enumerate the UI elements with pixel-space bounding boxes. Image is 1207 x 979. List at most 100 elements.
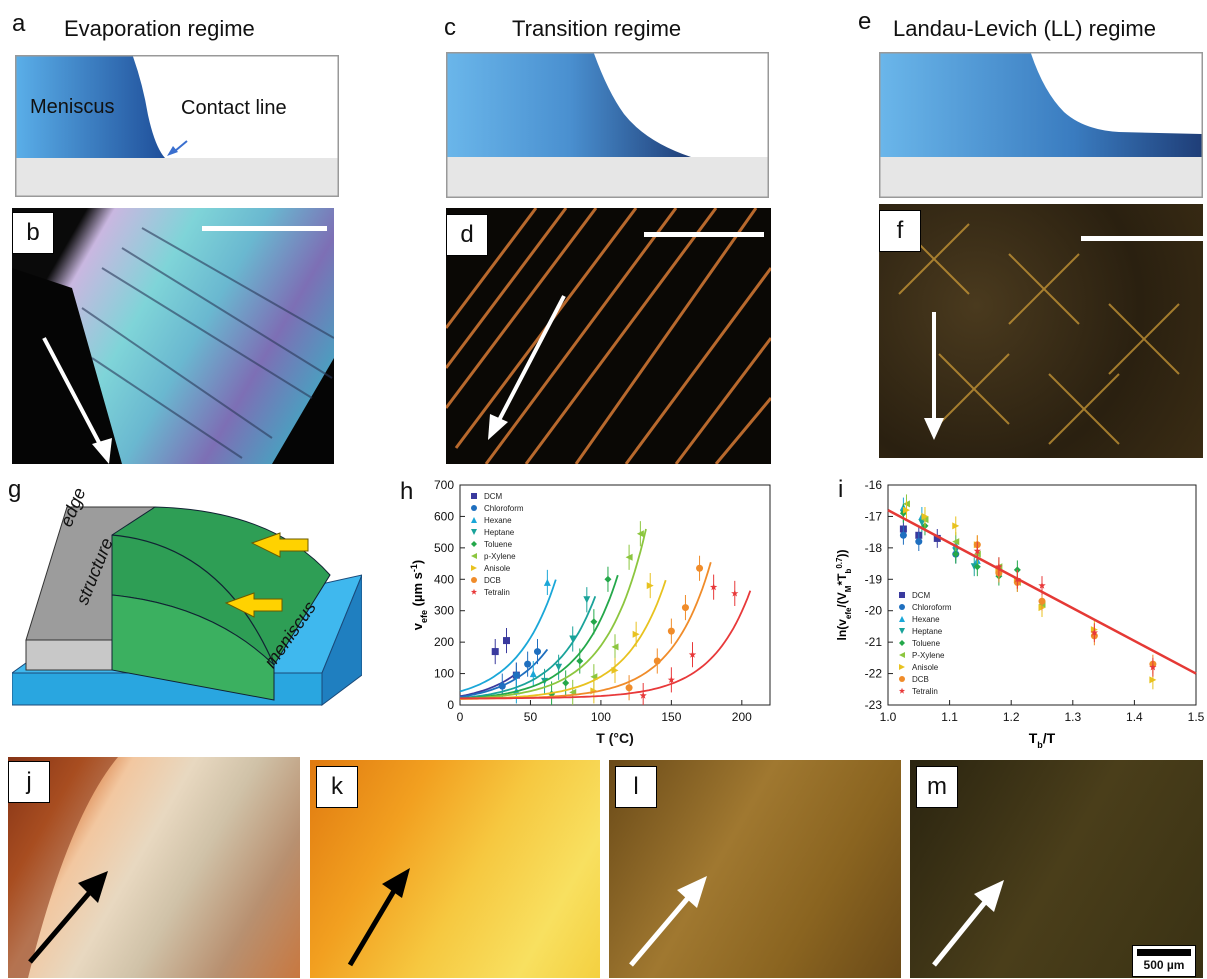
chart-h-legend-label: Toluene xyxy=(484,540,513,549)
chart-i-point xyxy=(902,506,910,514)
chart-i-point xyxy=(1038,597,1046,605)
chart-h-point xyxy=(646,582,654,590)
chart-i-ytick-label: -16 xyxy=(865,478,883,492)
panel-g-label: g xyxy=(8,476,22,503)
chart-h-point xyxy=(667,676,675,683)
chart-h-point xyxy=(667,627,675,635)
chart-h-point xyxy=(555,663,563,671)
chart-i-legend-marker xyxy=(899,640,905,646)
panel-g-schematic xyxy=(12,506,362,706)
chart-i-legend-label: P-Xylene xyxy=(912,651,945,660)
chart-h-fit-line xyxy=(460,590,752,700)
micrograph-b xyxy=(12,208,334,464)
chart-h-point xyxy=(611,643,619,651)
chart-h-point xyxy=(503,637,510,645)
chart-i-fit-line xyxy=(887,509,1197,675)
chart-h-ytick-label: 200 xyxy=(434,635,454,649)
chart-i-xtick-label: 1.0 xyxy=(880,710,897,724)
chart-h-fit-line xyxy=(459,528,647,700)
chart-i-legend-marker xyxy=(898,687,906,694)
chart-h-legend-marker xyxy=(471,577,477,583)
chart-i-point xyxy=(952,538,960,546)
panel-i-label: i xyxy=(838,476,844,503)
micrograph-d xyxy=(446,208,771,464)
chart-h-xtick-label: 150 xyxy=(661,710,681,724)
chart-h-legend-label: Anisole xyxy=(484,564,511,573)
chart-h-point xyxy=(590,618,598,626)
panel-e-schematic xyxy=(879,52,1203,198)
chart-h-point xyxy=(710,583,718,591)
chart-i-point xyxy=(995,562,1003,570)
chart-i-point xyxy=(918,519,926,527)
chart-h-fit-line xyxy=(460,579,667,700)
chart-h-fit-line xyxy=(459,672,517,698)
chart-h-ytick-label: 0 xyxy=(447,698,454,712)
chart-h-point xyxy=(512,671,520,679)
chart-h-legend-label: DCM xyxy=(484,492,503,501)
chart-i-point xyxy=(915,538,923,546)
panel-e-label: e xyxy=(858,8,872,35)
chart-h-point xyxy=(639,691,647,699)
panel-b-label: b xyxy=(12,212,54,254)
chart-i-legend-label: Chloroform xyxy=(912,603,952,612)
panel-a-schematic xyxy=(15,55,339,197)
chart-h-legend-label: p-Xylene xyxy=(484,552,516,561)
panel-f-label: f xyxy=(879,210,921,252)
panel-a-label: a xyxy=(12,10,26,37)
chart-i-point xyxy=(973,547,981,555)
chart-i-legend-marker xyxy=(899,616,905,622)
chart-h-point xyxy=(604,575,612,583)
chart-i-point xyxy=(1149,676,1157,684)
micrograph-f xyxy=(879,204,1203,458)
chart-h-legend-marker xyxy=(471,553,477,559)
scalebar-b xyxy=(202,226,327,231)
chart-i-xtick-label: 1.1 xyxy=(941,710,958,724)
chart-h-ytick-label: 500 xyxy=(434,541,454,555)
chart-h-ylabel: vefe (µm s-1) xyxy=(409,560,429,630)
chart-i-xtick-label: 1.5 xyxy=(1188,710,1205,724)
chart-h-legend-label: DCB xyxy=(484,576,501,585)
chart-h-point xyxy=(543,578,551,586)
chart-h-point xyxy=(636,530,644,538)
scalebar-d xyxy=(644,232,764,237)
chart-h-xtick-label: 50 xyxy=(524,710,538,724)
chart-i-ylabel: ln(vefe/(VM*Tb0.7)) xyxy=(835,550,853,641)
micrograph-m: 500 µm xyxy=(910,760,1203,978)
chart-h-ytick-label: 700 xyxy=(434,478,454,492)
chart-i-point xyxy=(933,534,941,542)
chart-i-point xyxy=(1013,566,1021,574)
chart-i-legend-label: Tetralin xyxy=(912,687,938,696)
meniscus-label: Meniscus xyxy=(30,96,115,118)
panel-m-label: m xyxy=(916,766,958,808)
chart-h-ytick-label: 400 xyxy=(434,572,454,586)
panel-e-title: Landau-Levich (LL) regime xyxy=(893,16,1156,41)
chart-h-point xyxy=(491,648,499,656)
chart-i-point xyxy=(973,563,981,571)
chart-h-point xyxy=(625,684,633,692)
chart-i-ytick-label: -17 xyxy=(865,509,883,523)
chart-i-legend-label: DCM xyxy=(912,591,931,600)
chart-h-xlabel: T (°C) xyxy=(596,730,633,746)
panel-h-label: h xyxy=(400,478,414,505)
chart-i-point xyxy=(899,531,907,539)
chart-h-point xyxy=(524,660,532,668)
chart-i-point xyxy=(921,512,929,520)
chart-i-legend-label: Anisole xyxy=(912,663,939,672)
panel-c-label: c xyxy=(444,14,456,41)
chart-h-legend-marker xyxy=(471,493,477,499)
chart-i-xtick-label: 1.3 xyxy=(1064,710,1081,724)
chart-i-legend-marker xyxy=(899,604,905,610)
chart-i-point xyxy=(1090,628,1098,636)
chart-i: 1.0 1.1 1.2 1.3 1.4 1.5 -16 -17 -18 -19 -20 -21 -22 -… xyxy=(835,478,1205,750)
chart-h-legend-marker xyxy=(471,541,477,547)
chart-h-ytick-label: 100 xyxy=(434,667,454,681)
panel-l-label: l xyxy=(615,766,657,808)
chart-i-legend-marker xyxy=(899,676,905,682)
chart-h-point xyxy=(576,657,584,665)
chart-i-point xyxy=(1038,581,1046,589)
chart-h-point xyxy=(529,670,537,678)
chart-h-legend-label: Tetralin xyxy=(484,588,510,597)
chart-h-point xyxy=(569,635,577,643)
chart-i-frame xyxy=(887,484,1197,706)
chart-h-point xyxy=(681,604,689,612)
